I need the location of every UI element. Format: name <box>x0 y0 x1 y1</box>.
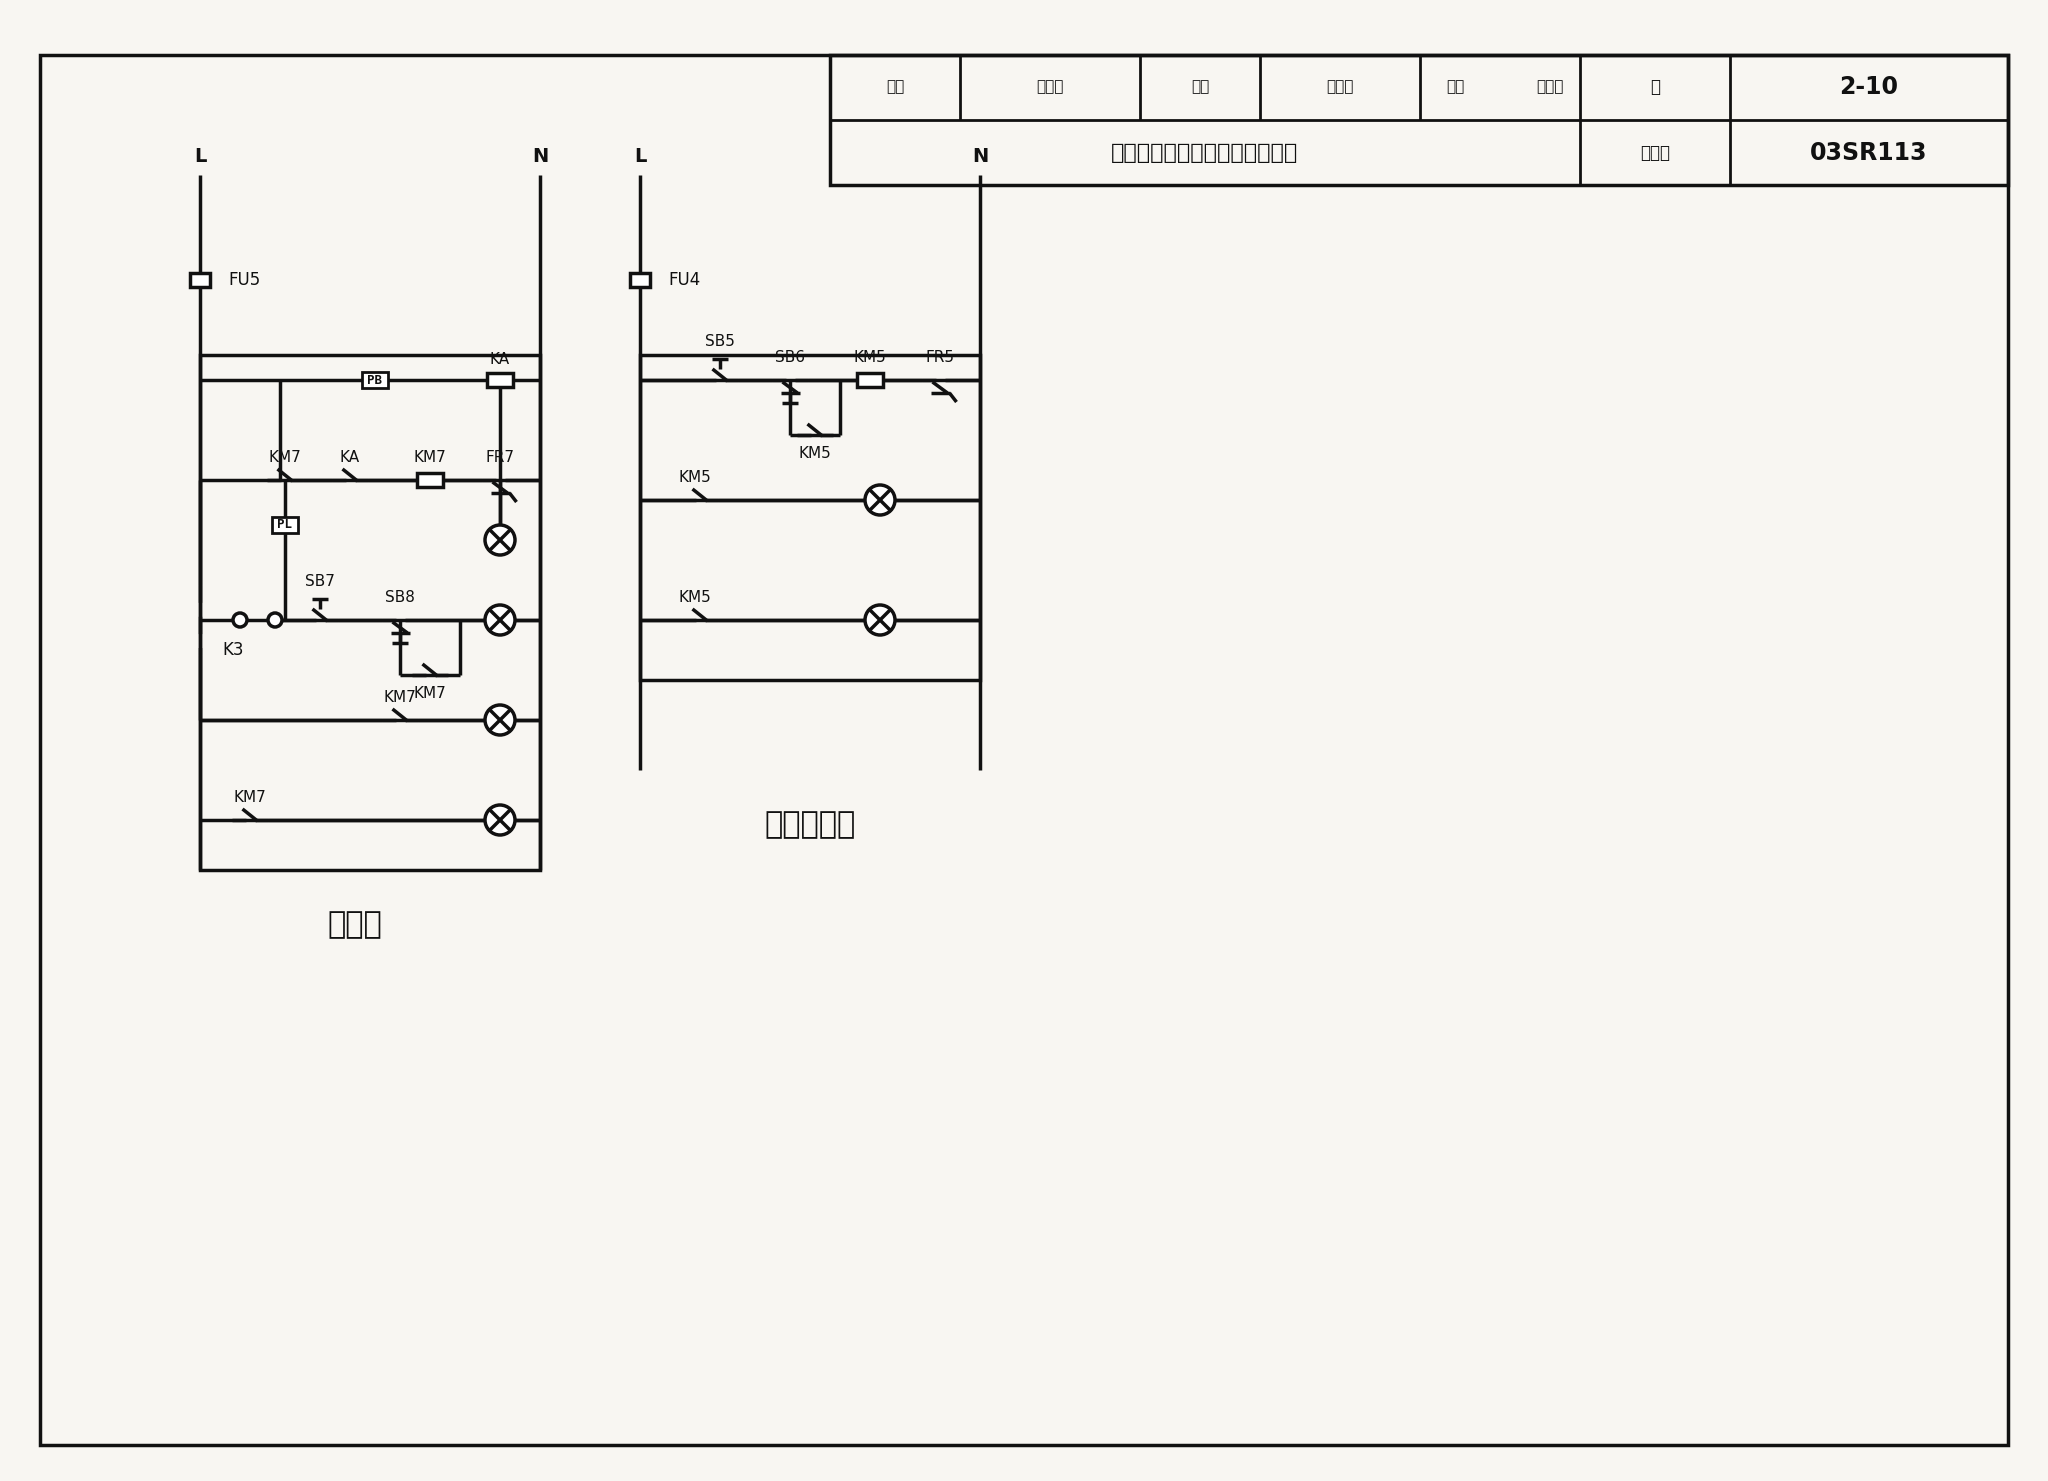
Text: SB8: SB8 <box>385 591 416 606</box>
Text: 末端循环泵: 末端循环泵 <box>764 810 856 840</box>
Text: KM7: KM7 <box>268 450 301 465</box>
Text: KM7: KM7 <box>414 450 446 465</box>
Text: KM7: KM7 <box>414 686 446 701</box>
Text: KM5: KM5 <box>799 446 831 461</box>
Circle shape <box>233 613 248 626</box>
Text: 郝智勇: 郝智勇 <box>1536 80 1565 95</box>
Text: 补水泵: 补水泵 <box>328 911 383 939</box>
Bar <box>362 372 387 388</box>
Bar <box>487 373 512 387</box>
Bar <box>190 273 211 287</box>
Text: KA: KA <box>489 352 510 367</box>
Circle shape <box>485 606 514 635</box>
Bar <box>639 355 981 680</box>
Text: FR5: FR5 <box>926 351 954 366</box>
Text: PL: PL <box>276 518 293 532</box>
Bar <box>631 273 649 287</box>
Circle shape <box>864 606 895 635</box>
Text: KM5: KM5 <box>854 351 887 366</box>
Text: PB: PB <box>367 373 383 387</box>
Text: 校对: 校对 <box>1190 80 1208 95</box>
Text: SB5: SB5 <box>705 335 735 350</box>
Circle shape <box>864 484 895 515</box>
Bar <box>201 355 541 869</box>
Text: L: L <box>633 148 647 166</box>
Circle shape <box>485 705 514 735</box>
Circle shape <box>268 613 283 626</box>
Text: L: L <box>195 148 207 166</box>
Bar <box>829 55 2007 185</box>
Text: KA: KA <box>340 450 360 465</box>
Text: FU4: FU4 <box>668 271 700 289</box>
Bar <box>418 472 442 487</box>
Text: 设计: 设计 <box>1446 80 1464 95</box>
Text: SB6: SB6 <box>774 351 805 366</box>
Bar <box>856 373 883 387</box>
Text: 千杉网: 千杉网 <box>1327 80 1354 95</box>
Text: KM5: KM5 <box>678 471 711 486</box>
Text: 图集号: 图集号 <box>1640 144 1669 161</box>
Text: KM7: KM7 <box>233 791 266 806</box>
Text: N: N <box>532 148 549 166</box>
Text: 审核: 审核 <box>887 80 903 95</box>
Circle shape <box>485 524 514 555</box>
Text: KM7: KM7 <box>383 690 416 705</box>
Text: 页: 页 <box>1651 78 1661 96</box>
Text: K3: K3 <box>221 641 244 659</box>
Text: SB7: SB7 <box>305 575 336 589</box>
Circle shape <box>485 806 514 835</box>
Text: KM5: KM5 <box>678 591 711 606</box>
Text: 2-10: 2-10 <box>1839 76 1898 99</box>
Text: 山秋阀: 山秋阀 <box>1036 80 1063 95</box>
Text: FR7: FR7 <box>485 450 514 465</box>
Text: FU5: FU5 <box>227 271 260 289</box>
Text: 03SR113: 03SR113 <box>1810 141 1927 164</box>
Text: N: N <box>973 148 987 166</box>
Text: 补水泵、末端循环泵控制电路图: 补水泵、末端循环泵控制电路图 <box>1112 144 1298 163</box>
Bar <box>272 517 299 533</box>
